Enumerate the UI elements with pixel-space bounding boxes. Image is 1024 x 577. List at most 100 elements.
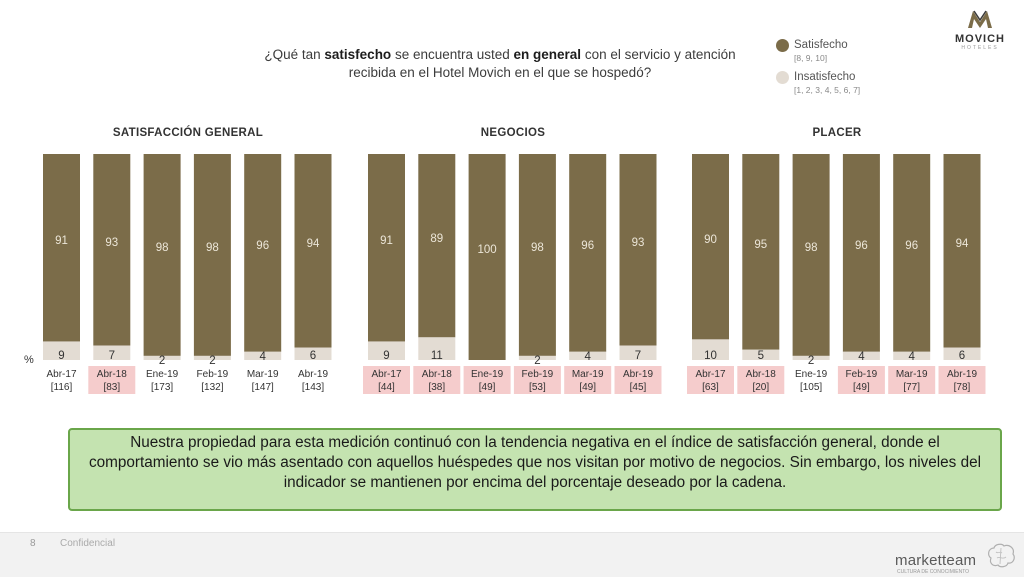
bar-unsatisfied	[244, 351, 282, 360]
category-label: Abr-18	[97, 369, 127, 380]
bar-satisfied	[143, 154, 181, 356]
category-label: Feb-19	[197, 369, 229, 380]
category-label: Ene-19	[146, 369, 179, 380]
bar-satisfied	[518, 154, 556, 356]
bar-unsatisfied	[842, 351, 880, 360]
base-highlight	[938, 366, 986, 394]
legend-item-unsatisfied: Insatisfecho [1, 2, 3, 4, 5, 6, 7]	[776, 70, 860, 102]
data-label-satisfied: 98	[206, 242, 219, 254]
category-label: Abr-17	[695, 369, 725, 380]
base-highlight	[837, 366, 885, 394]
bar-unsatisfied	[368, 341, 405, 360]
base-label: [173]	[151, 382, 173, 393]
category-label: Abr-18	[422, 369, 452, 380]
data-label-unsatisfied: 7	[635, 350, 641, 362]
bar-satisfied	[692, 154, 729, 340]
conclusion-callout: Nuestra propiedad para esta medición con…	[68, 428, 1002, 511]
data-label-satisfied: 94	[307, 238, 320, 250]
bar-satisfied	[244, 154, 282, 352]
data-label-satisfied: 98	[531, 242, 544, 254]
data-label-unsatisfied: 2	[534, 355, 540, 367]
base-label: [147]	[252, 382, 274, 393]
data-label-satisfied: 98	[156, 242, 169, 254]
category-label: Abr-19	[947, 369, 977, 380]
base-highlight	[687, 366, 734, 394]
footer-bar	[0, 532, 1024, 577]
bar-satisfied	[93, 154, 131, 346]
data-label-satisfied: 91	[380, 235, 393, 247]
base-label: [143]	[302, 382, 324, 393]
bar-unsatisfied	[43, 341, 80, 360]
bar-satisfied	[468, 154, 506, 360]
data-label-satisfied: 95	[754, 239, 767, 251]
bar-satisfied	[893, 154, 931, 352]
stacked-bar-charts: 91 9 Abr-17 [116] 93 7 Abr-18 [83] 98 2 Ene-19 [173…	[43, 154, 986, 394]
bar-satisfied	[569, 154, 607, 352]
movich-logo-icon	[968, 10, 992, 28]
bar-unsatisfied	[692, 339, 729, 360]
base-highlight	[413, 366, 461, 394]
marketteam-tagline: CULTURA DE CONOCIMIENTO	[897, 569, 970, 575]
question-text-1: ¿Qué tan	[264, 47, 325, 62]
bar-unsatisfied	[619, 345, 657, 360]
data-label-unsatisfied: 2	[209, 355, 215, 367]
base-label: [78]	[954, 382, 971, 393]
bar-satisfied	[619, 154, 657, 346]
bar-satisfied	[943, 154, 981, 348]
base-label: [20]	[752, 382, 769, 393]
data-label-unsatisfied: 4	[584, 351, 591, 363]
base-label: [49]	[579, 382, 596, 393]
base-label: [83]	[103, 382, 120, 393]
base-highlight	[564, 366, 612, 394]
base-label: [77]	[903, 382, 920, 393]
question-text-2: se encuentra usted	[391, 47, 514, 62]
bar-satisfied	[368, 154, 405, 342]
legend-label-unsatisfied: Insatisfecho	[794, 71, 856, 83]
category-label: Abr-17	[46, 369, 76, 380]
data-label-unsatisfied: 2	[159, 355, 165, 367]
legend-range-satisfied: [8, 9, 10]	[794, 53, 828, 63]
confidential-label: Confidencial	[60, 538, 116, 549]
data-label-unsatisfied: 4	[858, 351, 865, 363]
base-label: [49]	[479, 382, 496, 393]
category-label: Ene-19	[471, 369, 504, 380]
category-label: Ene-19	[795, 369, 828, 380]
data-label-satisfied: 100	[478, 244, 497, 256]
category-label: Abr-19	[298, 369, 328, 380]
bar-satisfied	[193, 154, 231, 356]
question-bold-1: satisfecho	[324, 47, 392, 62]
category-label: Abr-17	[371, 369, 401, 380]
bar-satisfied	[842, 154, 880, 352]
bar-satisfied	[742, 154, 780, 350]
data-label-unsatisfied: 7	[109, 350, 115, 362]
legend-range-unsatisfied: [1, 2, 3, 4, 5, 6, 7]	[794, 85, 861, 95]
bar-unsatisfied	[792, 355, 830, 360]
bar-satisfied	[792, 154, 830, 356]
bar-unsatisfied	[193, 355, 231, 360]
data-label-satisfied: 90	[704, 234, 717, 246]
data-label-unsatisfied: 4	[259, 351, 266, 363]
percent-symbol: %	[24, 354, 34, 366]
data-label-unsatisfied: 2	[808, 355, 814, 367]
bar-unsatisfied	[418, 337, 456, 360]
legend-swatch-unsatisfied	[776, 71, 789, 84]
bar-unsatisfied	[569, 351, 607, 360]
category-label: Abr-18	[746, 369, 776, 380]
category-label: Feb-19	[522, 369, 554, 380]
bar-unsatisfied	[143, 355, 181, 360]
legend-item-satisfied: Satisfecho [8, 9, 10]	[776, 38, 860, 70]
base-highlight	[363, 366, 410, 394]
base-label: [116]	[51, 382, 73, 393]
data-label-satisfied: 89	[430, 233, 443, 245]
legend-label-satisfied: Satisfecho	[794, 39, 848, 51]
data-label-satisfied: 96	[905, 240, 918, 252]
base-label: [38]	[428, 382, 445, 393]
bar-satisfied	[294, 154, 332, 348]
base-highlight	[88, 366, 136, 394]
survey-question: ¿Qué tan satisfecho se encuentra usted e…	[250, 46, 750, 82]
bar-unsatisfied	[518, 355, 556, 360]
category-label: Mar-19	[572, 369, 604, 380]
question-text-3: con el servicio y atención recibida en e…	[348, 47, 736, 80]
bar-unsatisfied	[294, 347, 332, 360]
